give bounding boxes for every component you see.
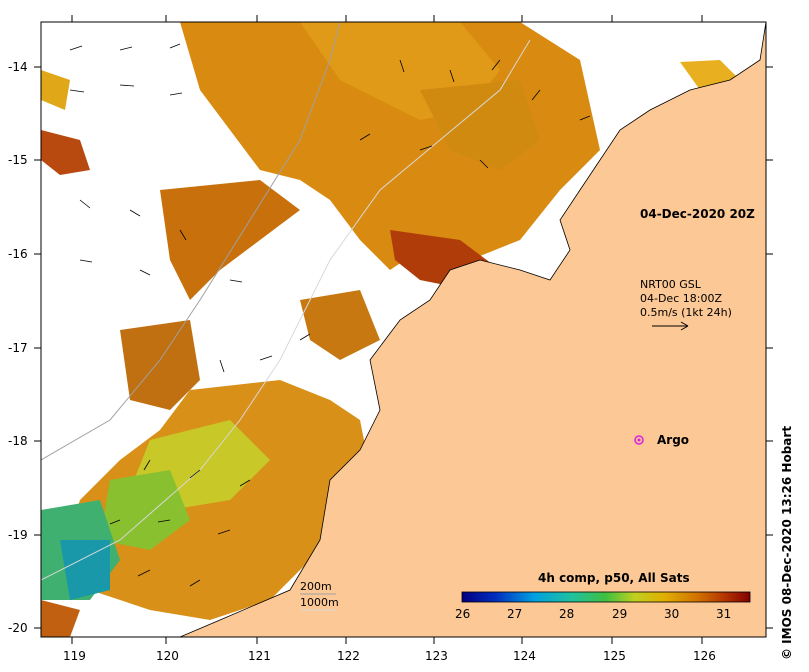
colorbar-tick: 27	[507, 607, 522, 621]
colorbar	[461, 591, 751, 603]
contour-1000m	[41, 39, 531, 581]
lat-tick-label: -15	[8, 153, 28, 167]
plot-frame	[40, 21, 767, 638]
lat-tick-label: -16	[8, 247, 28, 261]
colorbar-tick: 29	[612, 607, 627, 621]
lat-tick-label: -18	[8, 434, 28, 448]
argo-marker	[634, 435, 644, 445]
lat-tick-label: -19	[8, 528, 28, 542]
currents-scale: 0.5m/s (1kt 24h)	[640, 306, 732, 319]
colorbar-tick: 26	[455, 607, 470, 621]
lon-tick-label: 122	[337, 649, 360, 663]
lon-tick-label: 124	[513, 649, 536, 663]
colorbar-tick: 28	[559, 607, 574, 621]
sst-field	[41, 22, 740, 637]
lon-tick-label: 125	[603, 649, 626, 663]
currents-product: NRT00 GSL	[640, 278, 702, 291]
axis-ticks	[34, 15, 773, 644]
colorbar-tick: 30	[664, 607, 679, 621]
argo-label: Argo	[657, 433, 689, 447]
timestamp-label: 04-Dec-2020 20Z	[640, 207, 755, 221]
lon-tick-label: 123	[425, 649, 448, 663]
contour-legend-1000m: 1000m	[300, 596, 339, 609]
lat-tick-label: -14	[8, 60, 28, 74]
lat-tick-label: -20	[8, 621, 28, 635]
lon-tick-label: 120	[156, 649, 179, 663]
contour-legend-200m: 200m	[300, 580, 332, 593]
currents-time: 04-Dec 18:00Z	[640, 292, 722, 305]
lat-tick-label: -17	[8, 341, 28, 355]
lon-tick-label: 119	[63, 649, 86, 663]
lon-tick-label: 121	[248, 649, 271, 663]
land-mass	[179, 22, 766, 637]
credit-text: © IMOS 08-Dec-2020 13:26 Hobart	[780, 425, 794, 660]
colorbar-tick: 31	[716, 607, 731, 621]
colorbar-title: 4h comp, p50, All Sats	[538, 571, 690, 585]
lon-tick-label: 126	[693, 649, 716, 663]
scale-arrow	[652, 321, 689, 331]
contour-200m	[41, 22, 341, 461]
current-vectors	[69, 43, 591, 587]
